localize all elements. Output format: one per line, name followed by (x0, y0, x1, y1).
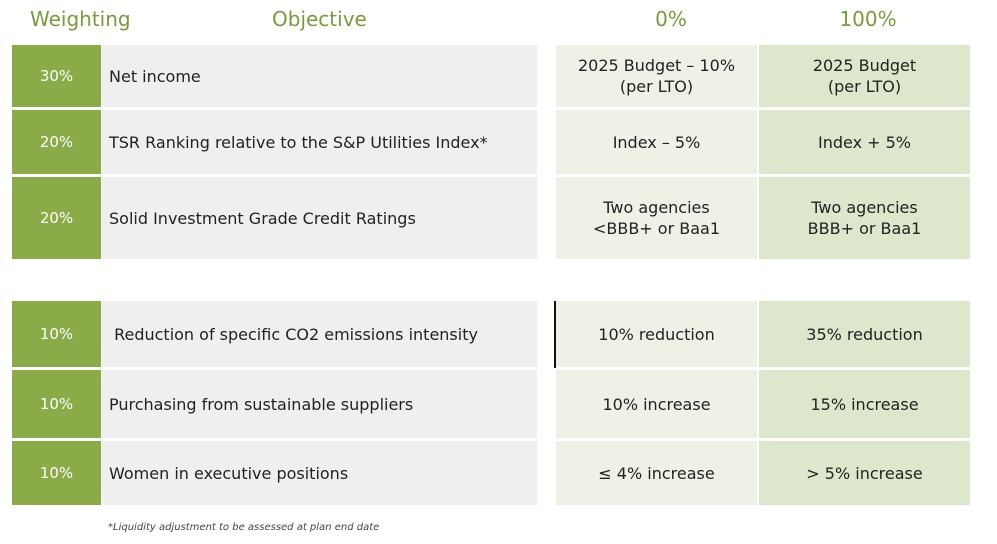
weight-cell: 30% (12, 45, 101, 107)
zero-percent-cell: Index – 5% (556, 110, 757, 174)
weight-cell: 20% (12, 110, 101, 174)
weight-cell: 10% (12, 441, 101, 505)
zero-percent-cell: 10% increase (556, 370, 757, 438)
zero-percent-cell: ≤ 4% increase (556, 441, 757, 505)
objective-cell: TSR Ranking relative to the S&P Utilitie… (102, 110, 537, 174)
footnote: *Liquidity adjustment to be assessed at … (108, 522, 380, 533)
zero-percent-cell: 2025 Budget – 10% (per LTO) (556, 45, 757, 107)
header-objective: Objective (272, 7, 367, 31)
hundred-percent-cell: Two agencies BBB+ or Baa1 (759, 177, 970, 259)
header-weighting: Weighting (30, 7, 131, 31)
header-hundred-percent: 100% (839, 7, 897, 31)
weight-cell: 20% (12, 177, 101, 259)
objective-cell: Reduction of specific CO2 emissions inte… (102, 301, 537, 367)
hundred-percent-cell: 2025 Budget (per LTO) (759, 45, 970, 107)
objective-cell: Purchasing from sustainable suppliers (102, 370, 537, 438)
weight-cell: 10% (12, 370, 101, 438)
objective-cell: Net income (102, 45, 537, 107)
hundred-percent-cell: 35% reduction (759, 301, 970, 367)
objective-cell: Solid Investment Grade Credit Ratings (102, 177, 537, 259)
zero-percent-cell: 10% reduction (556, 301, 757, 367)
hundred-percent-cell: Index + 5% (759, 110, 970, 174)
hundred-percent-cell: 15% increase (759, 370, 970, 438)
hundred-percent-cell: > 5% increase (759, 441, 970, 505)
objective-cell: Women in executive positions (102, 441, 537, 505)
header-zero-percent: 0% (655, 7, 687, 31)
weight-cell: 10% (12, 301, 101, 367)
zero-percent-cell: Two agencies <BBB+ or Baa1 (556, 177, 757, 259)
column-divider (554, 301, 556, 368)
